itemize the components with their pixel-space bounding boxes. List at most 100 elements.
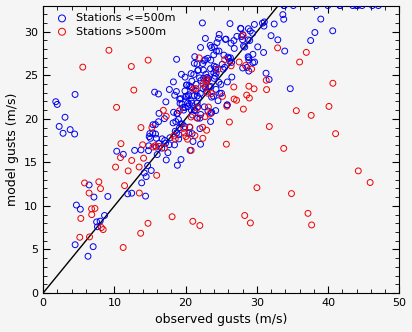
Stations <=500m — [375, 3, 382, 8]
Stations <=500m — [204, 56, 211, 61]
Stations <=500m — [120, 152, 126, 157]
Stations <=500m — [313, 3, 319, 8]
Stations <=500m — [192, 54, 198, 59]
Stations <=500m — [199, 20, 206, 26]
Stations >500m — [202, 83, 209, 89]
Stations <=500m — [268, 33, 274, 38]
Stations >500m — [233, 98, 240, 103]
Stations >500m — [192, 133, 198, 138]
Stations <=500m — [72, 242, 78, 247]
Stations <=500m — [239, 32, 246, 37]
Stations <=500m — [188, 107, 194, 113]
Stations >500m — [248, 66, 255, 72]
Stations <=500m — [193, 89, 199, 94]
Stations <=500m — [90, 244, 96, 249]
Stations >500m — [183, 134, 189, 139]
Stations <=500m — [163, 157, 170, 163]
Stations <=500m — [246, 57, 252, 62]
Stations <=500m — [62, 115, 68, 120]
Stations <=500m — [148, 168, 154, 173]
Stations <=500m — [174, 111, 181, 116]
Stations <=500m — [211, 70, 217, 75]
Stations <=500m — [281, 48, 288, 54]
Stations <=500m — [177, 101, 183, 106]
Stations >500m — [293, 108, 300, 113]
Stations >500m — [86, 191, 92, 196]
Stations >500m — [149, 125, 155, 130]
Stations >500m — [77, 216, 84, 221]
Stations <=500m — [231, 46, 238, 51]
Stations >500m — [187, 125, 193, 130]
Stations <=500m — [203, 72, 209, 77]
Stations <=500m — [182, 105, 189, 110]
Stations <=500m — [239, 65, 246, 71]
Stations >500m — [100, 227, 106, 232]
Stations >500m — [215, 67, 221, 72]
Stations >500m — [152, 143, 159, 148]
Stations <=500m — [194, 68, 201, 73]
Stations <=500m — [178, 121, 184, 126]
Stations <=500m — [226, 56, 232, 61]
Stations <=500m — [222, 37, 229, 42]
Stations <=500m — [211, 52, 217, 57]
Stations <=500m — [224, 102, 231, 108]
Stations <=500m — [97, 218, 103, 224]
Stations >500m — [192, 86, 199, 91]
Stations <=500m — [188, 99, 194, 104]
Stations <=500m — [167, 135, 173, 140]
Stations <=500m — [52, 99, 59, 104]
Stations <=500m — [54, 102, 61, 107]
Stations <=500m — [173, 119, 179, 124]
Stations <=500m — [188, 71, 194, 76]
Stations <=500m — [165, 150, 171, 155]
Stations >500m — [181, 130, 188, 135]
Stations >500m — [251, 86, 258, 92]
Stations <=500m — [369, 3, 376, 8]
Stations <=500m — [191, 93, 198, 98]
Stations <=500m — [215, 48, 222, 54]
Stations <=500m — [207, 66, 214, 71]
Stations <=500m — [197, 141, 204, 147]
Stations <=500m — [207, 43, 213, 48]
Stations <=500m — [186, 83, 192, 88]
Stations <=500m — [173, 89, 180, 94]
Stations <=500m — [179, 102, 185, 107]
Stations >500m — [236, 59, 242, 65]
Stations <=500m — [151, 89, 158, 95]
Stations >500m — [254, 185, 260, 190]
Stations >500m — [86, 234, 93, 240]
Stations <=500m — [274, 37, 281, 42]
Stations <=500m — [245, 37, 251, 42]
Stations <=500m — [205, 108, 211, 114]
Stations <=500m — [180, 108, 187, 113]
Stations >500m — [330, 81, 336, 86]
Stations <=500m — [60, 130, 66, 136]
Stations >500m — [190, 86, 197, 92]
Stations <=500m — [212, 67, 219, 72]
Stations >500m — [89, 212, 95, 217]
Stations <=500m — [159, 145, 165, 151]
Stations >500m — [98, 225, 105, 230]
Stations <=500m — [186, 101, 193, 107]
Stations <=500m — [185, 130, 192, 136]
Stations <=500m — [199, 61, 206, 66]
Stations <=500m — [185, 93, 192, 99]
Stations <=500m — [145, 143, 152, 148]
Stations >500m — [172, 136, 178, 142]
Stations <=500m — [176, 125, 183, 130]
Stations <=500m — [171, 142, 178, 147]
Stations <=500m — [239, 37, 246, 42]
Stations <=500m — [215, 98, 221, 103]
Stations >500m — [136, 190, 143, 196]
Stations <=500m — [143, 174, 150, 179]
Stations >500m — [367, 180, 373, 185]
Stations <=500m — [215, 80, 222, 85]
Stations >500m — [204, 127, 210, 133]
Stations <=500m — [211, 76, 218, 81]
Stations <=500m — [146, 134, 152, 139]
Stations <=500m — [214, 40, 220, 45]
Stations <=500m — [206, 84, 213, 90]
Stations <=500m — [172, 128, 178, 134]
Stations >500m — [125, 168, 131, 174]
Stations >500m — [153, 173, 160, 178]
